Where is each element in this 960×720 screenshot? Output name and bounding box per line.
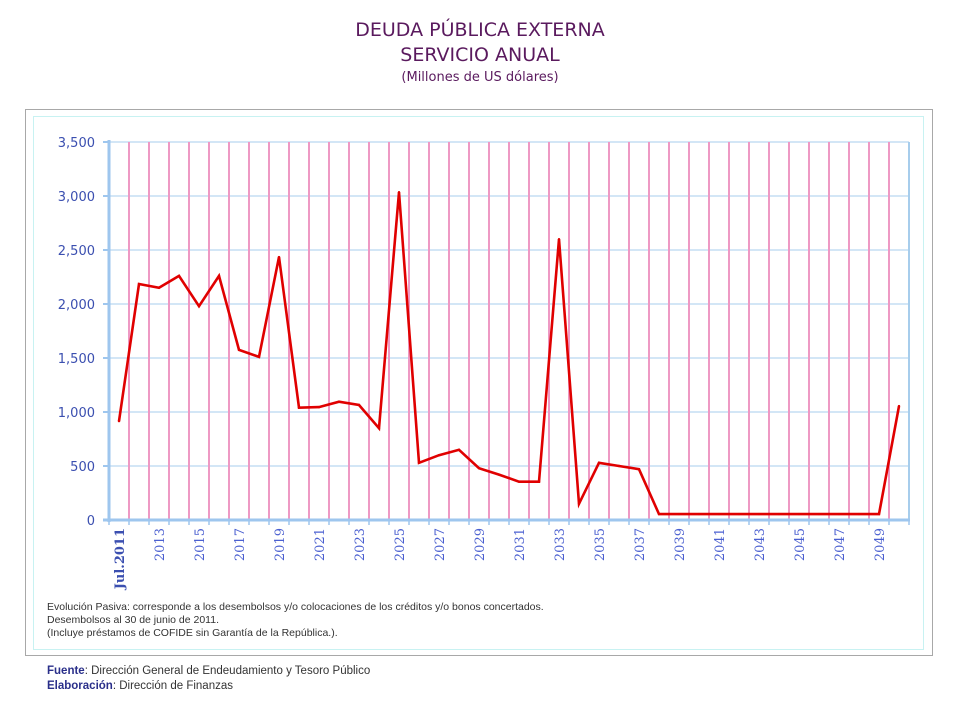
data-point [357,403,361,407]
note-desembolsos: Desembolsos al 30 de junio de 2011. [47,614,220,626]
data-point [457,448,461,451]
x-tick-label: 2021 [313,528,328,561]
data-point [317,405,321,409]
data-point [617,464,621,468]
axes [103,140,910,525]
series-layer [117,191,901,516]
data-point [837,512,841,516]
note-evolucion-pasiva: Evolución Pasiva: corresponde a los dese… [47,601,544,613]
chart-subtitle: SERVICIO ANUAL [400,44,560,66]
chart-units: (Millones de US dólares) [401,70,559,85]
source-fuente: Fuente: Dirección General de Endeudamien… [47,665,370,677]
data-point [897,404,901,408]
x-tick-label: 2025 [393,528,408,561]
source-elaboracion: Elaboración: Dirección de Finanzas [47,680,233,692]
data-point [377,427,381,430]
x-tick-label: 2027 [433,528,448,561]
data-point [677,512,681,516]
data-point [337,400,341,403]
fuente-label: Fuente [47,665,85,677]
data-point [857,512,861,516]
x-tick-label: 2029 [473,528,488,561]
y-tick-label: 3,000 [58,190,95,205]
x-axis-tick-labels: Jul.2011 2013 2015 2017 2019 2021 2023 2025 2027… [113,528,888,590]
data-point [877,512,881,516]
x-tick-label: Jul.2011 [113,528,128,590]
x-tick-label: 2035 [593,528,608,561]
data-point [777,512,781,516]
x-tick-label: 2031 [513,528,528,561]
y-tick-label: 1,000 [58,406,95,421]
data-point [277,255,281,259]
data-point [237,348,241,352]
elaboracion-text: : Dirección de Finanzas [112,680,233,692]
vertical-gridlines [128,142,890,520]
data-point [437,454,441,457]
data-point [157,286,161,289]
data-point [137,282,141,286]
x-tick-label: 2015 [193,528,208,561]
data-point [817,512,821,516]
note-cofide: (Incluye préstamos de COFIDE sin Garantí… [47,627,338,639]
x-tick-label: 2047 [833,528,848,561]
data-point [217,274,221,278]
data-point [497,473,501,476]
data-point [117,419,121,423]
x-tick-label: 2023 [353,528,368,561]
y-tick-label: 3,500 [58,136,95,151]
x-tick-label: 2039 [673,528,688,561]
data-point [557,238,561,241]
data-point [197,304,201,308]
data-point [797,512,801,516]
x-tick-label: 2037 [633,528,648,561]
fuente-text: : Dirección General de Endeudamiento y T… [84,665,371,677]
series-line [117,192,901,516]
data-point [737,512,741,516]
x-tick-label: 2041 [713,528,728,561]
x-tick-label: 2013 [153,528,168,561]
data-point [517,480,521,483]
data-point [757,512,761,516]
data-point [537,480,541,483]
data-point [477,466,481,470]
x-tick-label: 2045 [793,528,808,561]
x-tick-label: 2043 [753,528,768,561]
data-point [717,512,721,516]
data-point [177,274,181,278]
x-tick-label: 2049 [873,528,888,561]
data-point [597,461,601,464]
data-point [397,191,401,194]
data-point [637,468,641,471]
chart-inner-frame [33,116,924,650]
x-tick-label: 2033 [553,528,568,561]
x-tick-label: 2019 [273,528,288,561]
y-tick-label: 2,500 [58,244,95,259]
chart-title: DEUDA PÚBLICA EXTERNA [355,19,605,41]
elaboracion-label: Elaboración [47,680,113,692]
x-tick-label: 2017 [233,528,248,561]
data-point [657,512,661,516]
y-tick-label: 2,000 [58,298,95,313]
data-point [257,355,261,359]
y-tick-label: 500 [70,460,95,475]
data-point [297,406,301,409]
y-axis-tick-labels: 0 500 1,000 1,500 2,000 2,500 3,000 3,500 [58,136,95,529]
data-point [697,512,701,516]
y-tick-label: 0 [87,514,95,529]
y-tick-label: 1,500 [58,352,95,367]
chart-frame [25,109,933,656]
data-point [417,461,421,464]
data-point [577,502,581,505]
